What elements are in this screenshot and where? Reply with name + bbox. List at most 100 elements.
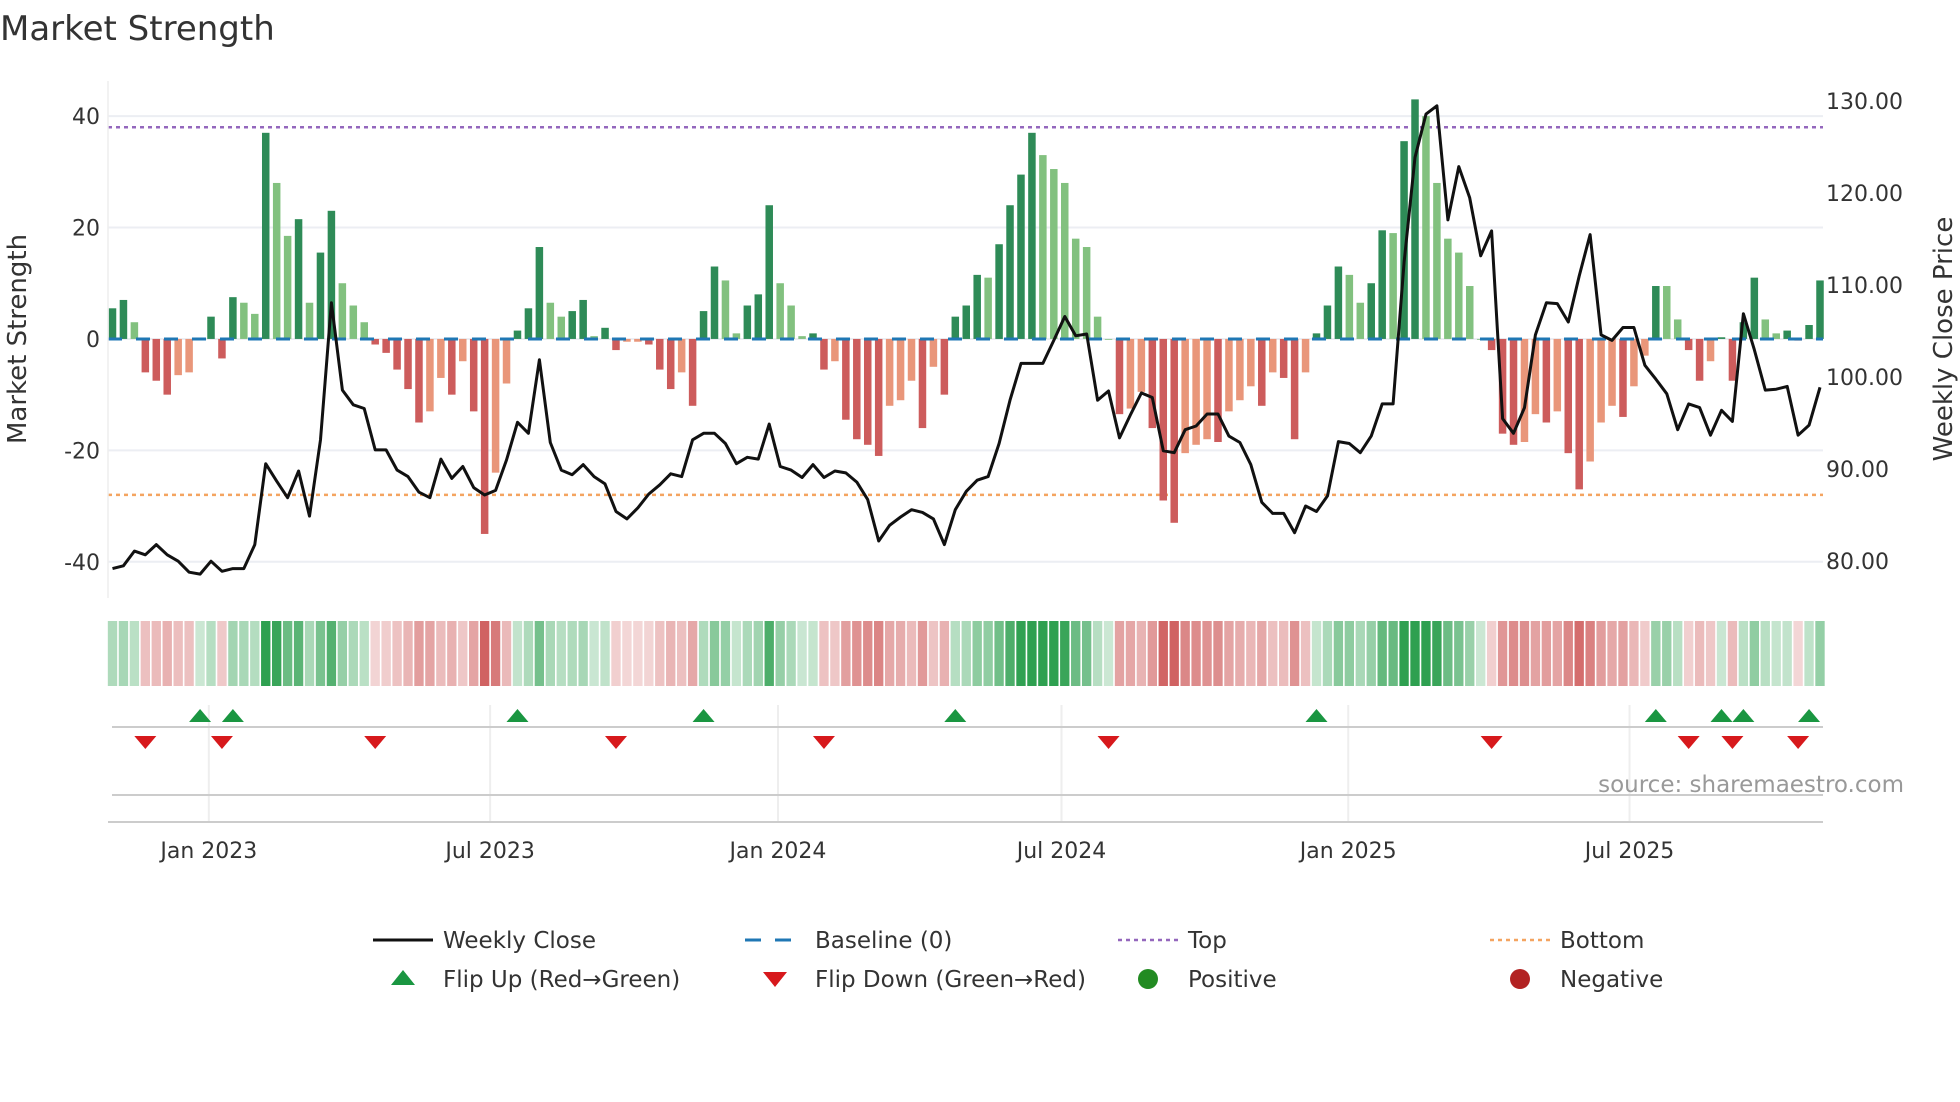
heat-cell (250, 621, 260, 686)
flip-down-marker (134, 736, 157, 749)
strength-bar (185, 338, 193, 373)
legend: Weekly Close Baseline (0) Top Bottom Flip Up… (373, 928, 1663, 993)
heat-cell (458, 621, 468, 686)
x-tick-label: Jan 2023 (158, 839, 257, 864)
heat-cell (1552, 621, 1562, 686)
heat-cell (578, 621, 588, 686)
heat-cell (1410, 621, 1420, 686)
strength-bar (1247, 338, 1255, 387)
heat-cell (1465, 621, 1475, 686)
strength-bar (1050, 169, 1058, 339)
heat-cell (1246, 621, 1256, 686)
strength-bar (1509, 338, 1518, 445)
left-tick-label: 20 (72, 217, 100, 242)
heat-cell (1366, 621, 1376, 686)
heat-cell (1071, 621, 1081, 686)
strength-bar (546, 302, 555, 339)
strength-bar (1301, 338, 1310, 373)
heat-cell (512, 621, 523, 686)
heat-cell (140, 621, 151, 686)
heat-cell (1541, 621, 1552, 686)
strength-bar (1531, 338, 1540, 415)
strength-bar (743, 305, 752, 339)
heat-cell (884, 621, 895, 686)
heat-cell (523, 621, 534, 686)
heat-cell (1399, 621, 1409, 686)
left-tick-label: 0 (86, 328, 100, 353)
heat-cell (1716, 621, 1727, 686)
strength-bar (338, 283, 347, 339)
heat-cell (687, 621, 698, 686)
flip-down-marker (604, 736, 627, 749)
heat-cell (1662, 621, 1672, 686)
strength-bar (809, 333, 817, 339)
strength-bar (1619, 338, 1627, 417)
heat-cell (1092, 621, 1103, 686)
strength-bar (163, 338, 171, 395)
strength-bar (1816, 280, 1824, 339)
strength-bar (272, 182, 281, 339)
strength-bar (261, 132, 270, 339)
legend-positive-icon (1138, 969, 1158, 989)
strength-bar (1334, 266, 1343, 339)
strength-bar (1575, 338, 1583, 490)
flip-up-marker (1305, 709, 1328, 722)
heat-cell (753, 621, 763, 686)
heat-cell (1629, 621, 1639, 686)
heat-cell (206, 621, 216, 686)
flip-up-marker (1798, 709, 1821, 722)
strength-bar (448, 338, 456, 395)
heat-cell (1180, 621, 1190, 686)
heat-cell (983, 621, 993, 686)
right-tick-label: 130.00 (1826, 90, 1903, 115)
heat-cell (567, 621, 577, 686)
strength-bar (1093, 316, 1102, 339)
heat-cell (1486, 621, 1497, 686)
heat-cell (370, 621, 380, 686)
strength-bar (1017, 174, 1025, 339)
heat-cell (1585, 621, 1595, 686)
flip-down-marker (364, 736, 387, 749)
chart-title: Market Strength (0, 9, 275, 49)
heat-cell (742, 621, 753, 686)
strength-bar (1728, 338, 1737, 381)
heat-cell (1268, 621, 1278, 686)
flip-up-marker (1732, 709, 1755, 722)
heat-cell (195, 621, 205, 686)
strength-bar (995, 244, 1003, 339)
strength-bar (1268, 338, 1277, 373)
source-label: source: sharemaestro.com (1598, 772, 1904, 798)
strength-bar (141, 338, 150, 373)
strength-bar (119, 299, 128, 339)
legend-label: Flip Down (Green→Red) (815, 967, 1086, 993)
strength-bar (382, 338, 390, 353)
strength-bar (1542, 338, 1551, 423)
heat-cell (1158, 621, 1168, 686)
legend-label: Weekly Close (443, 928, 596, 954)
heat-cell (1278, 621, 1289, 686)
heat-cell (1793, 621, 1803, 686)
heat-cell (107, 621, 118, 686)
heat-cell (1377, 621, 1387, 686)
heat-cell (173, 621, 183, 686)
strength-bar (1487, 338, 1496, 351)
strength-bar (305, 302, 314, 339)
heat-cell (326, 621, 337, 686)
strength-bar (108, 308, 117, 339)
heat-cell (1596, 621, 1606, 686)
strength-bar (371, 338, 379, 345)
heat-cell (1749, 621, 1759, 686)
strength-bar (787, 305, 795, 339)
strength-bar (1444, 238, 1452, 339)
strength-bar (316, 252, 325, 339)
strength-bar (699, 311, 708, 339)
heat-cell (676, 621, 687, 686)
heat-cell (709, 621, 720, 686)
heat-cell (261, 621, 271, 686)
strength-bar (1214, 338, 1222, 443)
heat-cell (1454, 621, 1464, 686)
heat-cell (808, 621, 818, 686)
strength-bar (1652, 286, 1660, 339)
strength-bar (754, 294, 763, 339)
strength-bar (1411, 99, 1419, 339)
